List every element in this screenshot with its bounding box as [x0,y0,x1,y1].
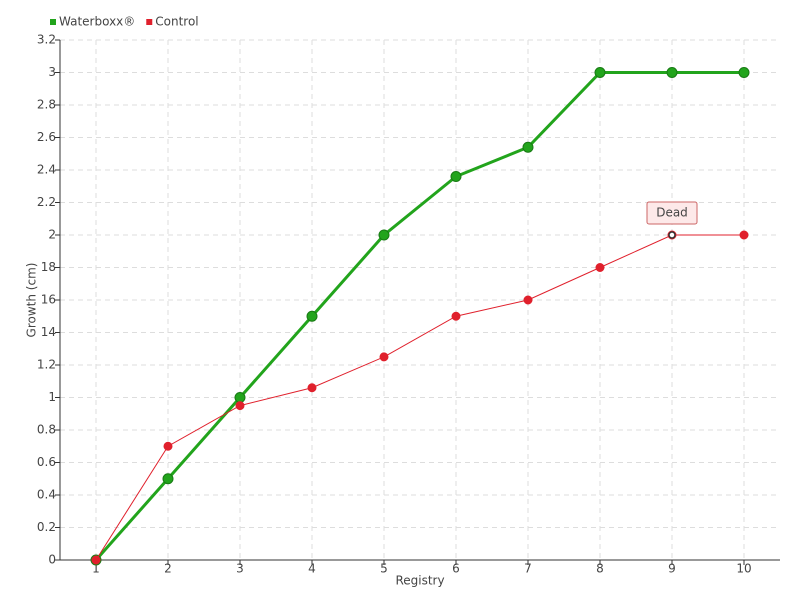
y-axis-title: Growth (cm) [25,263,39,338]
data-point [523,295,533,305]
y-tick-label: 2.2 [37,195,56,209]
y-tick-label: 3.2 [37,33,56,47]
annotation-box [646,201,698,225]
data-point [595,263,605,272]
x-tick-label: 5 [380,562,388,576]
y-tick-label: 1.2 [37,358,56,372]
legend-swatch [50,19,56,25]
y-tick-label: 2 [48,228,56,242]
series-line [94,71,744,561]
y-tick-label: 0.2 [37,520,56,534]
y-tick-label: 2.8 [37,98,56,112]
x-tick-label: 9 [668,562,676,576]
data-point [666,67,678,78]
data-point [91,555,101,565]
y-tick-label: 0.4 [37,488,56,502]
x-axis-title: Registry [395,574,444,588]
y-tick-label: 0 [48,553,56,567]
x-tick-label: 8 [596,562,604,576]
y-tick-label: 14 [41,325,56,339]
y-tick-label: 2.6 [37,130,56,144]
data-point [738,67,750,78]
data-point [234,392,246,403]
annotation-text: Dead [656,206,688,220]
y-tick-label: 2.4 [37,163,56,177]
data-point [379,352,389,362]
data-point [594,67,606,78]
x-tick-label: 2 [164,562,172,576]
x-tick-label: 10 [736,562,751,576]
annotation-marker [668,231,676,239]
series-line [95,234,744,561]
data-point [739,230,749,240]
y-tick-label: 1 [48,390,56,404]
x-tick-label: 6 [452,562,460,576]
y-tick-label: 18 [41,260,56,274]
data-point [163,441,173,451]
x-tick-label: 3 [236,562,244,576]
data-point [307,383,317,393]
legend-swatch [146,19,153,25]
legend-label: Control [155,15,198,29]
y-tick-label: 0.6 [37,455,56,469]
y-tick-label: 16 [41,293,56,307]
x-tick-label: 4 [308,562,316,576]
data-point [451,311,461,321]
data-point [450,171,462,182]
x-tick-label: 1 [92,562,100,576]
y-tick-label: 0.8 [37,423,56,437]
data-point [162,473,174,485]
data-point [306,310,318,322]
data-point [378,229,390,241]
data-point [235,401,245,411]
y-tick-label: 3 [48,65,56,79]
data-point [522,141,534,153]
x-tick-label: 7 [524,562,532,576]
legend-label: Waterboxx® [59,15,135,29]
